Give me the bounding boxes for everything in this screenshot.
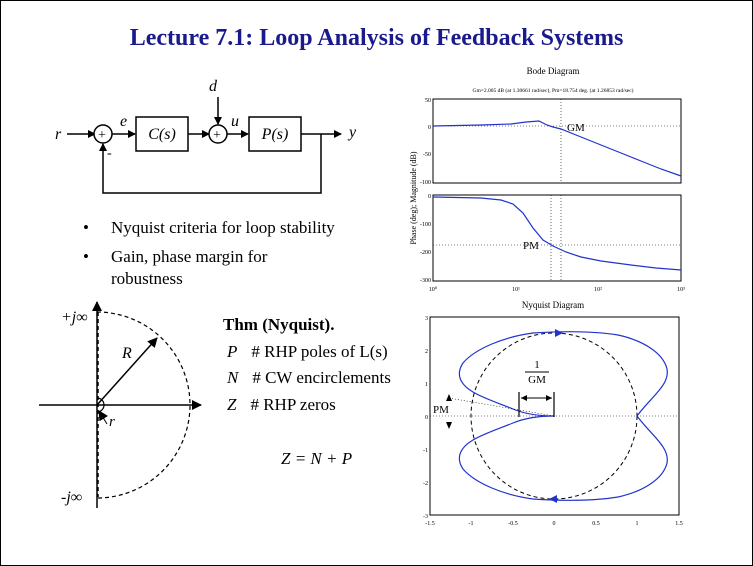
theorem-row-z: Z # RHP zeros	[227, 395, 336, 415]
gm-arrowhead-right	[546, 395, 552, 401]
theorem-symbol: N	[227, 368, 239, 387]
contour-big-arc	[96, 311, 191, 499]
phase-tick-label: -300	[420, 278, 431, 284]
nyquist-y-ticks: 3 2 1 0 -1 -2 -3	[423, 316, 428, 520]
phase-tick-label: -100	[420, 222, 431, 228]
sum1-plus: +	[98, 128, 106, 143]
nyq-x-tick-label: -0.5	[508, 521, 518, 527]
bode-ylabel: Phase (deg); Magnitude (dB)	[409, 151, 418, 244]
gm-fraction-num: 1	[534, 359, 540, 371]
contour-top-label: +j∞	[61, 309, 88, 326]
gm-label: GM	[567, 122, 585, 134]
block-diagram: r + - e C(s) d + u P(s) y	[55, 78, 357, 194]
phase-curve	[432, 196, 682, 271]
theorem-row-p: P # RHP poles of L(s)	[227, 342, 388, 362]
theorem-text: # RHP poles of L(s)	[251, 342, 388, 361]
nyq-y-tick-label: 1	[425, 382, 428, 388]
bode-subtitle: Gm=2.005 dB (at 1.30661 rad/sec), Pm=18.…	[473, 87, 634, 94]
gm-fraction-den: GM	[528, 374, 546, 386]
contour-R-label: R	[121, 345, 132, 362]
freq-tick-label: 10²	[594, 287, 602, 293]
mag-ticks: 50 0 -50 -100	[420, 98, 431, 186]
plant-label: P(s)	[261, 126, 289, 143]
signal-r: r	[55, 126, 62, 143]
nyquist-title: Nyquist Diagram	[522, 300, 584, 310]
pm-arrow-up-icon	[446, 394, 452, 401]
freq-ticks: 10⁰ 10¹ 10² 10³	[429, 286, 685, 293]
bullet-text: Gain, phase margin for robustness	[111, 247, 268, 288]
phase-tick-label: -200	[420, 250, 431, 256]
nyq-y-tick-label: -1	[423, 448, 428, 454]
magnitude-curve	[432, 120, 682, 177]
phase-tick-label: 0	[428, 194, 431, 200]
bode-plot: Bode Diagram Gm=2.005 dB (at 1.30661 rad…	[409, 66, 685, 293]
nyq-y-tick-label: -3	[423, 514, 428, 520]
pm-arrow-down-icon	[446, 422, 452, 429]
nyquist-contour: +j∞ -j∞ R r	[39, 301, 202, 508]
nyquist-formula: Z = N + P	[281, 449, 353, 468]
nyq-x-tick-label: 1	[636, 521, 639, 527]
bullet-text: Nyquist criteria for loop stability	[111, 218, 335, 237]
freq-tick-label: 10³	[677, 287, 685, 293]
slide-title: Lecture 7.1: Loop Analysis of Feedback S…	[129, 25, 624, 51]
gm-arrowhead-left	[521, 395, 527, 401]
sum2-plus: +	[213, 128, 221, 143]
radius-r-arrow	[98, 410, 108, 425]
controller-label: C(s)	[148, 126, 176, 143]
bullet-list: • Nyquist criteria for loop stability • …	[83, 217, 383, 297]
nyq-x-tick-label: 1.5	[675, 521, 683, 527]
bullet-item-margins: • Gain, phase margin for robustness	[83, 246, 321, 290]
signal-u: u	[231, 113, 239, 130]
nyquist-x-ticks: -1.5 -1 -0.5 0 0.5 1 1.5	[425, 521, 683, 527]
nyq-x-tick-label: 0	[553, 521, 556, 527]
mag-tick-label: -100	[420, 180, 431, 186]
nyq-y-tick-label: 3	[425, 316, 428, 322]
nyq-x-tick-label: -1.5	[425, 521, 435, 527]
feedback-path	[99, 134, 322, 194]
curve-arrow-top-icon	[555, 329, 563, 337]
curve-arrow-bottom-icon	[549, 495, 557, 503]
theorem-row-n: N # CW encirclements	[227, 368, 391, 388]
magnitude-axes	[432, 98, 682, 184]
mag-tick-label: -50	[423, 152, 431, 158]
nyq-x-tick-label: 0.5	[592, 521, 600, 527]
bullet-dot-icon: •	[83, 218, 89, 237]
phase-axes	[432, 194, 682, 282]
signal-e: e	[120, 113, 127, 130]
signal-d: d	[209, 78, 218, 95]
freq-tick-label: 10⁰	[429, 286, 438, 293]
pm-label: PM	[523, 240, 539, 252]
nyq-x-tick-label: -1	[469, 521, 474, 527]
theorem-text: # RHP zeros	[250, 395, 336, 414]
nyq-y-tick-label: 2	[425, 349, 428, 355]
nyq-y-tick-label: 0	[425, 415, 428, 421]
nyquist-plot: Nyquist Diagram -1.5 -1 -0.5 0 0.5 1 1.5…	[423, 300, 683, 527]
radius-R-arrow	[96, 337, 158, 406]
contour-r-label: r	[109, 414, 115, 430]
theorem-heading: Thm (Nyquist).	[223, 315, 335, 334]
theorem-symbol: P	[227, 342, 238, 361]
nyquist-pm-label: PM	[433, 404, 449, 416]
freq-tick-label: 10¹	[512, 287, 520, 293]
mag-tick-label: 50	[425, 98, 431, 104]
bullet-item-nyquist: • Nyquist criteria for loop stability	[83, 217, 383, 239]
bode-title: Bode Diagram	[527, 66, 580, 76]
theorem-symbol: Z	[227, 395, 237, 414]
sum1-minus: -	[107, 146, 112, 161]
nyq-y-tick-label: -2	[423, 481, 428, 487]
theorem-text: # CW encirclements	[252, 368, 391, 387]
bullet-dot-icon: •	[83, 247, 89, 266]
signal-y: y	[347, 124, 357, 141]
plant-block	[248, 116, 302, 152]
phase-ticks: 0 -100 -200 -300	[420, 194, 431, 284]
contour-bottom-label: -j∞	[61, 489, 82, 506]
mag-tick-label: 0	[428, 125, 431, 131]
